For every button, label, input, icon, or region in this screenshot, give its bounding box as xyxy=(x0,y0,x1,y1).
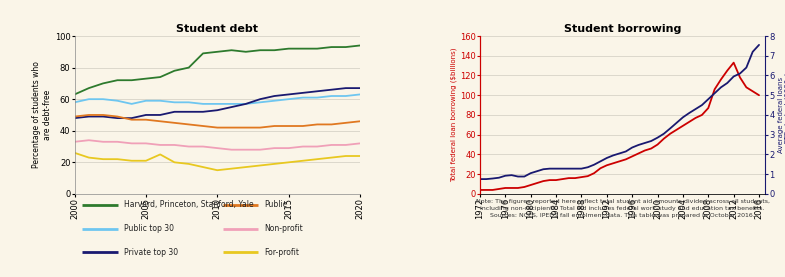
Title: Student borrowing: Student borrowing xyxy=(564,24,681,34)
Text: Public top 30: Public top 30 xyxy=(124,224,174,233)
Text: Harvard, Princeton, Stanford, Yale: Harvard, Princeton, Stanford, Yale xyxy=(124,201,254,209)
Text: For-profit: For-profit xyxy=(265,248,300,257)
Text: Non-profit: Non-profit xyxy=(265,224,303,233)
Text: Note: The figures reported here reflect total student aid amounts divided across: Note: The figures reported here reflect … xyxy=(476,199,769,219)
Text: Public: Public xyxy=(265,201,287,209)
Y-axis label: Percentage of students who
are debt-free: Percentage of students who are debt-free xyxy=(32,61,52,168)
Text: Private top 30: Private top 30 xyxy=(124,248,178,257)
Title: Student debt: Student debt xyxy=(177,24,258,34)
Y-axis label: Average federal loans
per FTE student ($000s): Average federal loans per FTE student ($… xyxy=(778,73,785,157)
Y-axis label: Total federal loan borrowing ($billions): Total federal loan borrowing ($billions) xyxy=(451,48,457,182)
